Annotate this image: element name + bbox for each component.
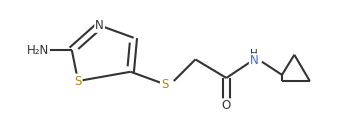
Text: O: O bbox=[222, 99, 231, 112]
Text: N: N bbox=[95, 19, 104, 32]
Text: H: H bbox=[250, 49, 258, 59]
Text: S: S bbox=[74, 74, 82, 88]
Text: H₂N: H₂N bbox=[27, 44, 49, 57]
Text: S: S bbox=[161, 78, 168, 91]
Text: N: N bbox=[250, 54, 259, 68]
